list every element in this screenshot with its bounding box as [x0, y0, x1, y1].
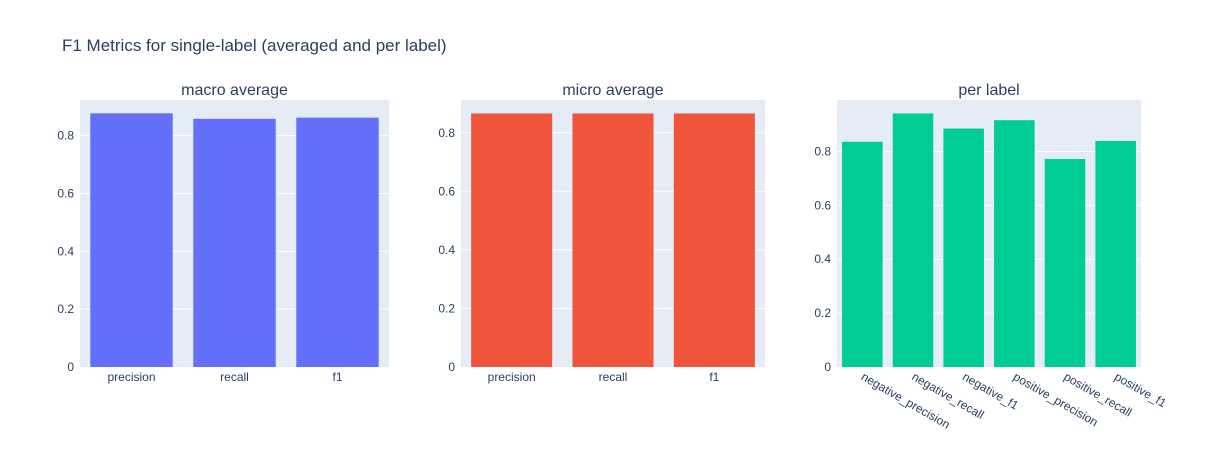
x-tick-label-1-2: f1 [709, 370, 719, 384]
y-tick-label-1-2: 0.4 [438, 243, 455, 257]
subplot-title-0: macro average [181, 82, 288, 99]
subplot-0: 0 0.2 0.4 0.6 0.8 precision recall f1 macro aver… [57, 82, 389, 384]
subplot-title-1: micro average [562, 82, 663, 99]
y-tick-label-0-0: 0 [67, 360, 74, 374]
bar-1-0[interactable] [471, 113, 553, 367]
y-tick-label-0-1: 0.2 [57, 302, 74, 316]
subplot-1: 0 0.2 0.4 0.6 0.8 precision recall f1 micro aver… [438, 82, 765, 384]
y-tick-label-0-3: 0.6 [57, 186, 74, 200]
y-tick-label-2-0: 0 [824, 360, 831, 374]
figure-title: F1 Metrics for single-label (averaged an… [62, 36, 447, 55]
bar-1-2[interactable] [673, 113, 755, 367]
bar-0-0[interactable] [90, 113, 173, 367]
subplots: 0 0.2 0.4 0.6 0.8 precision recall f1 macro aver… [57, 82, 1169, 432]
y-tick-label-0-2: 0.4 [57, 244, 74, 258]
y-tick-label-2-4: 0.8 [814, 144, 831, 158]
x-tick-label-1-0: precision [488, 370, 536, 384]
bar-2-2[interactable] [943, 128, 984, 367]
plot-area-2 [837, 100, 1141, 367]
x-tick-label-1-1: recall [599, 370, 628, 384]
bar-2-5[interactable] [1095, 140, 1136, 367]
bar-1-1[interactable] [572, 113, 654, 367]
x-tick-label-0-2: f1 [332, 370, 342, 384]
y-tick-label-1-1: 0.2 [438, 301, 455, 315]
bar-0-2[interactable] [296, 117, 379, 367]
y-tick-label-1-3: 0.6 [438, 184, 455, 198]
y-tick-label-2-2: 0.4 [814, 252, 831, 266]
y-tick-label-2-1: 0.2 [814, 306, 831, 320]
y-tick-label-1-4: 0.8 [438, 126, 455, 140]
x-tick-label-0-0: precision [107, 370, 155, 384]
bar-2-4[interactable] [1044, 159, 1086, 367]
y-tick-label-2-3: 0.6 [814, 198, 831, 212]
subplot-title-2: per label [958, 82, 1019, 99]
bar-2-0[interactable] [842, 141, 883, 367]
y-tick-label-0-4: 0.8 [57, 129, 74, 143]
bar-2-1[interactable] [892, 113, 934, 367]
bar-2-3[interactable] [994, 120, 1035, 367]
y-tick-label-1-0: 0 [448, 360, 455, 374]
x-tick-label-0-1: recall [220, 370, 249, 384]
bar-0-1[interactable] [193, 118, 276, 367]
